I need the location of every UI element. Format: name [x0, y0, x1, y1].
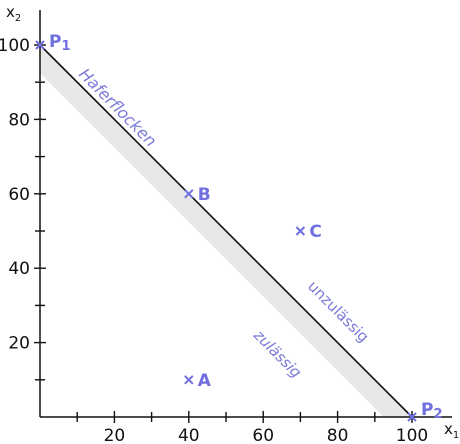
- y-axis-ticks: 20 40 60 80 100: [0, 36, 46, 381]
- x-tick-label: 20: [104, 426, 126, 444]
- point-c: C: [295, 222, 322, 242]
- x-tick-label: 80: [327, 426, 349, 444]
- point-label: B: [198, 185, 211, 205]
- point-a: A: [184, 371, 212, 391]
- data-points: P1 P2 A B C: [35, 32, 443, 422]
- y-tick-label: 80: [8, 110, 30, 130]
- y-tick-label: 60: [8, 185, 30, 205]
- x-tick-label: 100: [396, 426, 428, 444]
- x-axis-title: x1: [444, 420, 459, 441]
- y-axis-title: x2: [6, 3, 21, 24]
- x-axis-ticks: 20 40 60 80 100: [76, 411, 428, 444]
- point-marker: [407, 412, 417, 422]
- point-b: B: [184, 185, 211, 205]
- x-tick-label: 40: [178, 426, 200, 444]
- feasible-region-label: zulässig: [249, 325, 305, 381]
- point-marker: [295, 226, 306, 236]
- y-tick-label: 40: [8, 259, 30, 279]
- point-label: C: [309, 222, 321, 242]
- point-label: P1: [49, 32, 71, 54]
- point-marker: [184, 189, 194, 199]
- point-label: P2: [421, 400, 443, 422]
- point-p1: P1: [35, 32, 71, 54]
- y-tick-label: 20: [8, 334, 30, 354]
- constraint-line: [39, 44, 413, 418]
- y-tick-label: 100: [0, 36, 30, 56]
- x-tick-label: 60: [252, 426, 274, 444]
- point-p2: P2: [407, 400, 443, 422]
- point-label: A: [198, 371, 212, 391]
- point-marker: [35, 40, 45, 50]
- point-marker: [184, 375, 194, 385]
